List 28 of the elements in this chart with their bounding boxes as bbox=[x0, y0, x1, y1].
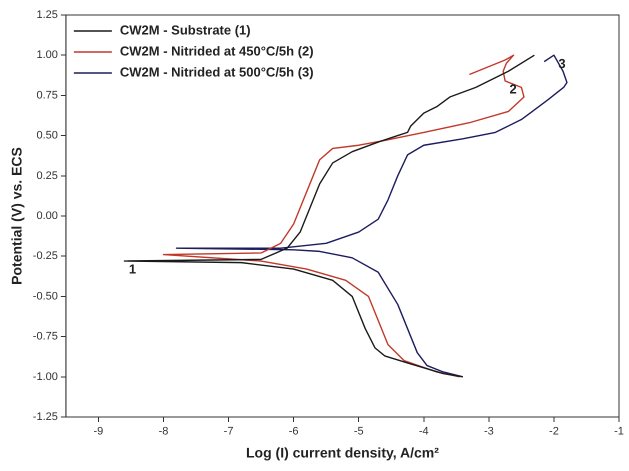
y-tick-label: -1.25 bbox=[32, 411, 58, 424]
y-axis-title: Potential (V) vs. ECS bbox=[8, 147, 24, 285]
annotation: 3 bbox=[558, 56, 566, 71]
y-tick-label: 0.25 bbox=[36, 170, 58, 182]
x-tick-label: -6 bbox=[288, 426, 299, 438]
legend-label: CW2M - Nitrided at 450°C/5h (2) bbox=[120, 44, 314, 59]
y-tick-label: -1.00 bbox=[32, 370, 58, 383]
y-tick-label: 1.25 bbox=[36, 9, 58, 22]
x-tick-label: -4 bbox=[418, 426, 429, 438]
y-tick-label: 1.00 bbox=[36, 49, 58, 62]
x-tick-label: -1 bbox=[614, 426, 624, 438]
legend-label: CW2M - Substrate (1) bbox=[120, 22, 251, 38]
y-tick-label: 0.50 bbox=[36, 130, 58, 142]
legend-label: CW2M - Nitrided at 500°C/5h (3) bbox=[120, 64, 314, 80]
y-tick-label: 0.75 bbox=[36, 89, 58, 102]
annotation: 2 bbox=[510, 82, 517, 97]
annotation: 1 bbox=[128, 262, 136, 277]
y-tick-label: -0.50 bbox=[32, 290, 58, 302]
x-tick-label: -5 bbox=[354, 426, 364, 438]
y-tick-label: 0.00 bbox=[36, 210, 58, 222]
x-tick-label: -9 bbox=[94, 426, 104, 438]
y-tick-label: -0.25 bbox=[32, 250, 58, 262]
x-tick-label: -2 bbox=[549, 426, 559, 438]
y-tick-label: -0.75 bbox=[32, 330, 58, 343]
x-tick-label: -8 bbox=[158, 426, 168, 438]
x-tick-label: -7 bbox=[224, 426, 234, 438]
x-tick-label: -3 bbox=[484, 426, 494, 438]
x-axis-title: Log (I) current density, A/cm² bbox=[246, 444, 440, 460]
